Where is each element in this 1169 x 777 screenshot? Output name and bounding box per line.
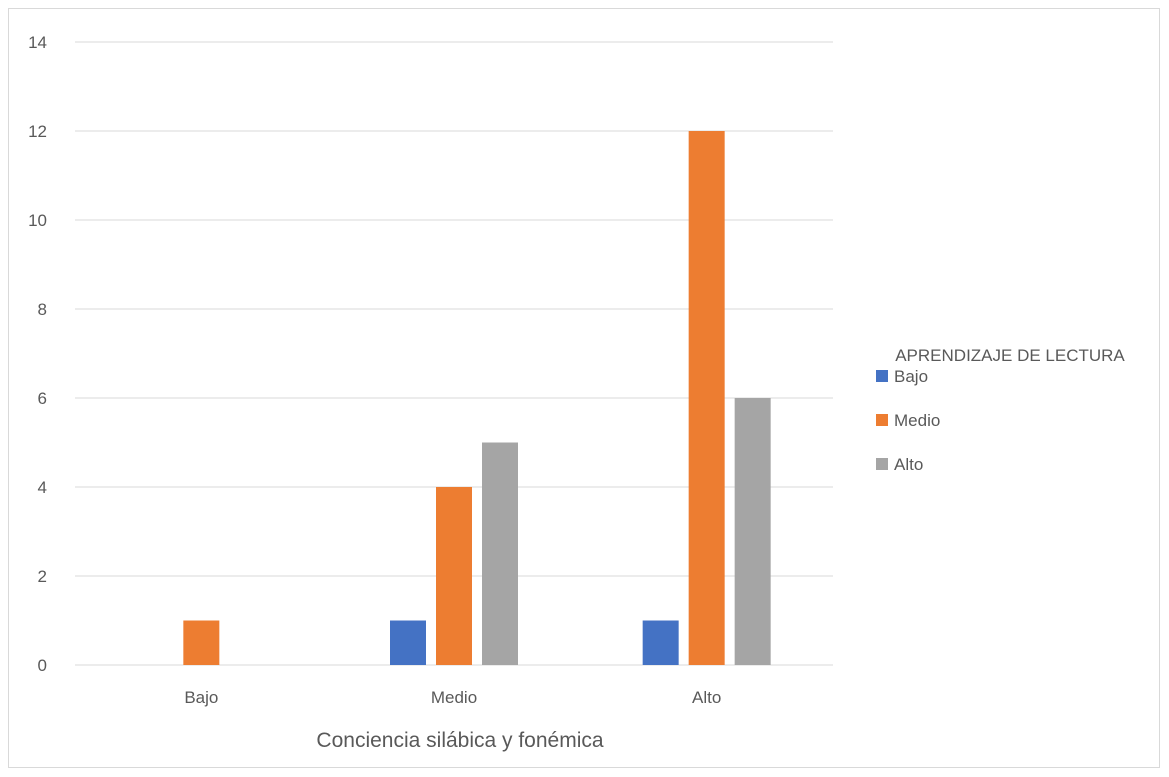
bar-alto-medio — [482, 442, 518, 665]
legend-swatch — [876, 458, 888, 470]
x-tick-label: Alto — [692, 688, 721, 707]
y-tick-label: 12 — [28, 122, 47, 141]
bar-bajo-medio — [390, 620, 426, 665]
legend: APRENDIZAJE DE LECTURA Bajo Medio Alto — [876, 346, 1125, 474]
y-axis-ticks: 0 2 4 6 8 10 12 14 — [28, 33, 47, 675]
bar-medio-bajo — [183, 620, 220, 665]
x-axis-ticks: Bajo Medio Alto — [184, 688, 721, 707]
x-axis-title: Conciencia silábica y fonémica — [316, 729, 603, 752]
y-tick-label: 4 — [38, 478, 47, 497]
bar-medio-medio — [436, 487, 472, 665]
y-tick-label: 6 — [38, 389, 47, 408]
x-tick-label: Medio — [431, 688, 477, 707]
legend-label: Medio — [894, 411, 940, 430]
y-tick-label: 2 — [38, 567, 47, 586]
bar-medio-alto — [688, 131, 725, 665]
legend-label: Alto — [894, 455, 923, 474]
y-tick-label: 10 — [28, 211, 47, 230]
legend-title: APRENDIZAJE DE LECTURA — [895, 346, 1125, 365]
legend-swatch — [876, 370, 888, 382]
legend-label: Bajo — [894, 367, 928, 386]
legend-swatch — [876, 414, 888, 426]
x-tick-label: Bajo — [184, 688, 218, 707]
bar-alto-alto — [734, 398, 771, 665]
bar-bajo-alto — [642, 620, 679, 665]
y-tick-label: 0 — [38, 656, 47, 675]
y-tick-label: 14 — [28, 33, 47, 52]
y-tick-label: 8 — [38, 300, 47, 319]
bars — [183, 131, 771, 665]
